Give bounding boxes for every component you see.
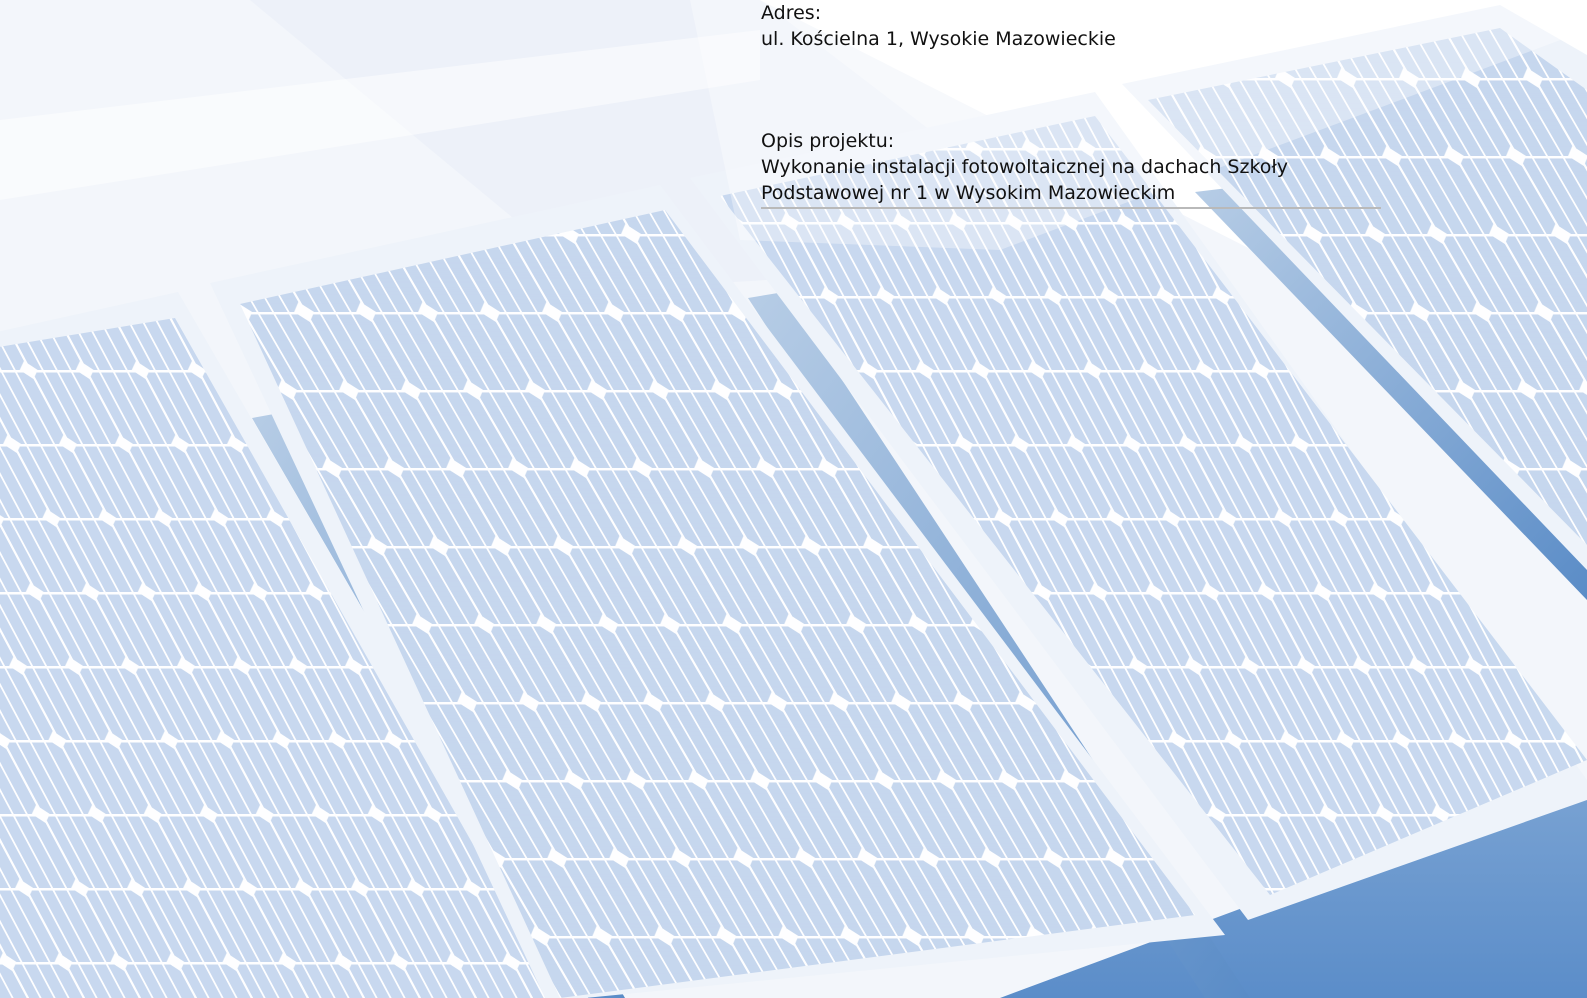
project-description-label: Opis projektu: (761, 130, 895, 152)
divider-line (761, 207, 1381, 209)
project-description-line: Podstawowej nr 1 w Wysokim Mazowieckim (761, 182, 1176, 204)
address-value: ul. Kościelna 1, Wysokie Mazowieckie (761, 28, 1116, 50)
address-block: Adres: ul. Kościelna 1, Wysokie Mazowiec… (761, 0, 1116, 52)
project-description-block: Opis projektu: Wykonanie instalacji foto… (761, 128, 1288, 206)
address-label: Adres: (761, 2, 822, 24)
project-description-line: Wykonanie instalacji fotowoltaicznej na … (761, 156, 1289, 178)
